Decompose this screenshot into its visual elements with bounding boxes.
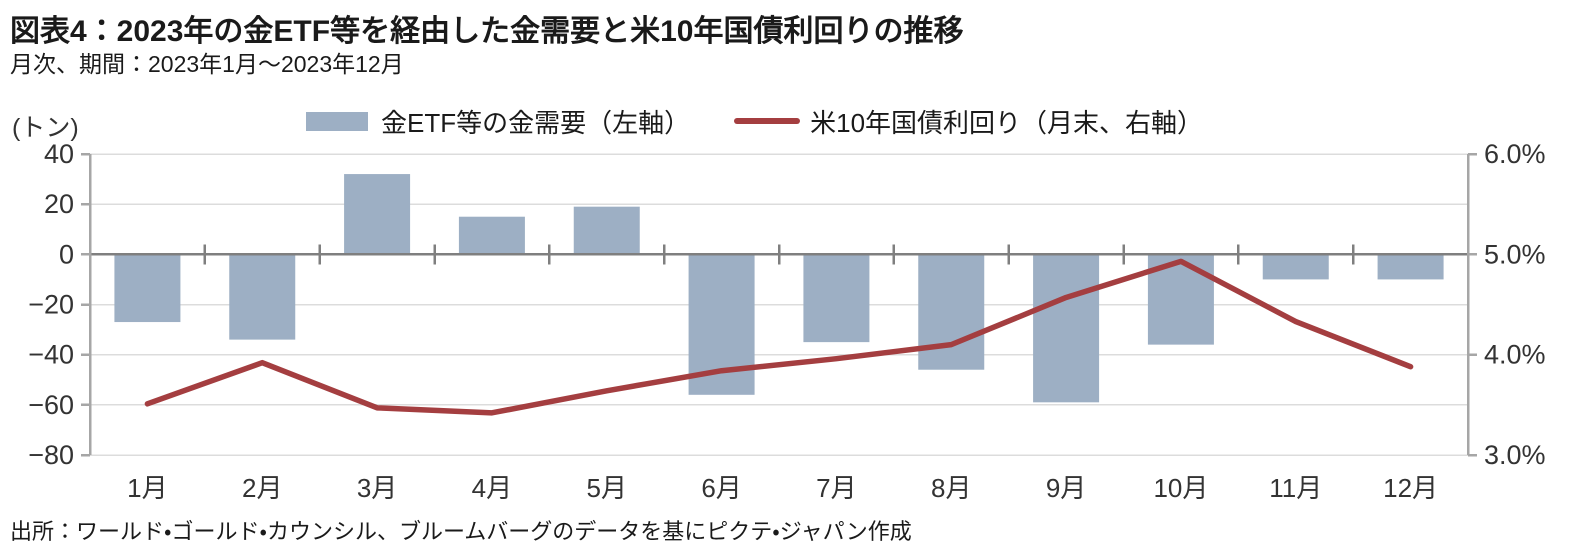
bar-12月 bbox=[1377, 254, 1444, 280]
left-axis-tick-label: 20 bbox=[44, 189, 74, 219]
x-axis-label-10: 10月 bbox=[1153, 473, 1208, 503]
source-note: 出所：ワールド・ゴールド・カウンシル、ブルームバーグのデータを基にピクテ・ジャパ… bbox=[10, 519, 912, 544]
x-axis-label-7: 7月 bbox=[816, 473, 856, 503]
x-axis-label-8: 8月 bbox=[931, 473, 971, 503]
x-axis-label-4: 4月 bbox=[472, 473, 512, 503]
x-axis-label-9: 9月 bbox=[1046, 473, 1086, 503]
bar-3月 bbox=[344, 174, 411, 255]
x-axis-label-6: 6月 bbox=[701, 473, 741, 503]
line-series-swatch bbox=[734, 118, 801, 124]
legend-item-gold-etf-demand: 金ETF等の金需要（左軸） bbox=[306, 103, 690, 140]
bar-1月 bbox=[114, 254, 181, 323]
line-series-label: 米10年国債利回り（月末、右軸） bbox=[810, 107, 1204, 138]
bar-series-swatch bbox=[306, 111, 368, 131]
bar-5月 bbox=[573, 206, 640, 255]
bar-9月 bbox=[1033, 254, 1100, 403]
bar-series-label: 金ETF等の金需要（左軸） bbox=[381, 107, 691, 138]
page-subtitle: 月次、期間：2023年1月～2023年12月 bbox=[10, 51, 404, 77]
bar-2月 bbox=[229, 254, 296, 340]
right-axis-tick-label: 3.0% bbox=[1484, 440, 1546, 470]
left-axis-unit-label: (トン) bbox=[12, 114, 79, 142]
bar-11月 bbox=[1262, 254, 1329, 280]
left-axis-tick-label: 40 bbox=[44, 139, 74, 169]
x-axis-label-3: 3月 bbox=[357, 473, 397, 503]
right-axis-tick-label: 5.0% bbox=[1484, 239, 1546, 269]
left-axis-tick-label: 0 bbox=[59, 239, 74, 269]
bar-8月 bbox=[918, 254, 985, 370]
legend-item-us10y-yield: 米10年国債利回り（月末、右軸） bbox=[734, 103, 1203, 140]
x-axis-label-11: 11月 bbox=[1269, 473, 1322, 503]
bar-4月 bbox=[458, 216, 525, 255]
x-axis-label-2: 2月 bbox=[242, 473, 282, 503]
x-axis-label-1: 1月 bbox=[127, 473, 167, 503]
right-axis-tick-label: 4.0% bbox=[1484, 340, 1546, 370]
left-axis-tick-label: −60 bbox=[28, 390, 74, 420]
bar-7月 bbox=[803, 254, 870, 343]
page-title: 図表4：2023年の金ETF等を経由した金需要と米10年国債利回りの推移 bbox=[10, 15, 964, 48]
left-axis-tick-label: −40 bbox=[28, 340, 74, 370]
x-axis-label-12: 12月 bbox=[1383, 473, 1438, 503]
yield-line bbox=[144, 258, 1414, 416]
x-axis-label-5: 5月 bbox=[587, 473, 627, 503]
right-axis-tick-label: 6.0% bbox=[1484, 139, 1546, 169]
chart-legend: 金ETF等の金需要（左軸） 米10年国債利回り（月末、右軸） bbox=[306, 103, 1203, 139]
left-axis-tick-label: −80 bbox=[28, 440, 74, 470]
left-axis-tick-label: −20 bbox=[28, 290, 74, 320]
